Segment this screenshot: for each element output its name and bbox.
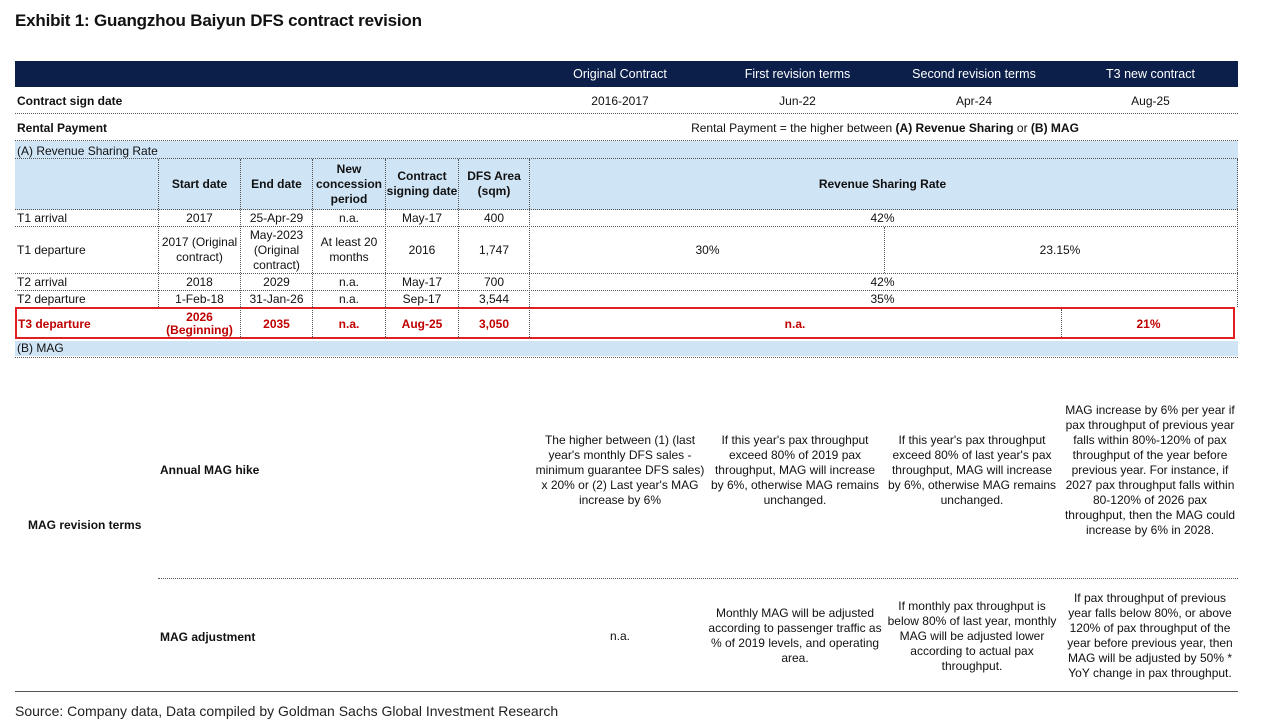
- t3-departure-end: 2035: [263, 316, 290, 331]
- t2-arrival-start: 2018: [186, 274, 213, 289]
- divider: [15, 140, 1238, 141]
- annual-mag-hike-original: The higher between (1) (last year's mont…: [535, 433, 705, 507]
- col-original-contract: Original Contract: [573, 67, 667, 81]
- t2-arrival-period: n.a.: [338, 274, 359, 289]
- row-name-t1-departure: T1 departure: [17, 242, 86, 257]
- row-name-t3-departure: T3 departure: [18, 316, 91, 331]
- mag-adjustment-original: n.a.: [609, 628, 630, 643]
- divider: [312, 159, 313, 339]
- t1-departure-start: 2017 (Original contract): [161, 235, 238, 264]
- row-name-t2-departure: T2 departure: [17, 291, 86, 306]
- t1-departure-signing: 2016: [408, 242, 436, 257]
- contract-sign-date-label: Contract sign date: [17, 94, 123, 108]
- divider: [158, 578, 1238, 579]
- t1-arrival-end: 25-Apr-29: [249, 210, 304, 225]
- mag-revision-terms-label: MAG revision terms: [28, 517, 142, 532]
- divider: [385, 159, 386, 339]
- t2-departure-signing: Sep-17: [402, 291, 442, 306]
- t3-departure-period: n.a.: [338, 316, 360, 331]
- divider: [15, 290, 1238, 291]
- col-second-revision: Second revision terms: [912, 67, 1036, 81]
- annual-mag-hike-second: If this year's pax throughput exceed 80%…: [887, 433, 1057, 507]
- mag-section-label: (B) MAG: [17, 341, 64, 355]
- header-revenue-sharing-rate: Revenue Sharing Rate: [818, 176, 947, 191]
- mag-adjustment-label: MAG adjustment: [160, 629, 256, 644]
- t3-departure-area: 3,050: [478, 316, 510, 331]
- divider: [15, 226, 1238, 227]
- col-t3-new-contract: T3 new contract: [1106, 67, 1195, 81]
- header-end-date: End date: [251, 176, 302, 191]
- divider: [529, 159, 530, 339]
- divider: [458, 159, 459, 339]
- sign-date-original: 2016-2017: [591, 94, 649, 108]
- row-name-t1-arrival: T1 arrival: [17, 210, 68, 225]
- divider: [884, 227, 885, 273]
- t3-highlight-box: [15, 307, 1235, 339]
- t3-departure-start: 2026 (Beginning): [166, 310, 233, 337]
- divider: [15, 209, 1238, 210]
- t2-departure-period: n.a.: [338, 291, 359, 306]
- t2-departure-rate: 35%: [870, 291, 895, 306]
- divider: [1061, 309, 1062, 339]
- t2-arrival-rate: 42%: [870, 274, 895, 289]
- mag-adjustment-second: If monthly pax throughput is below 80% o…: [887, 598, 1057, 673]
- t1-departure-rate-revised: 23.15%: [1039, 242, 1081, 257]
- t1-arrival-start: 2017: [186, 210, 213, 225]
- mag-adjustment-t3: If pax throughput of previous year falls…: [1067, 591, 1233, 680]
- exhibit-title: Exhibit 1: Guangzhou Baiyun DFS contract…: [15, 11, 422, 30]
- t1-arrival-period: n.a.: [338, 210, 359, 225]
- t1-departure-period: At least 20 months: [320, 235, 378, 264]
- sign-date-first: Jun-22: [779, 94, 816, 108]
- t1-arrival-signing: May-17: [401, 210, 442, 225]
- divider: [15, 357, 1238, 358]
- annual-mag-hike-label: Annual MAG hike: [160, 462, 260, 477]
- t3-departure-signing: Aug-25: [401, 316, 443, 331]
- t2-departure-end: 31-Jan-26: [249, 291, 304, 306]
- col-first-revision: First revision terms: [744, 67, 851, 81]
- t2-arrival-end: 2029: [263, 274, 290, 289]
- t2-arrival-signing: May-17: [401, 274, 442, 289]
- t3-departure-rate-prior: n.a.: [784, 316, 806, 331]
- t1-arrival-area: 400: [483, 210, 505, 225]
- t1-arrival-rate: 42%: [870, 210, 895, 225]
- table-header-bar: [15, 61, 1238, 87]
- revenue-sharing-section-bg: [15, 141, 1238, 210]
- t1-departure-end: May-2023 (Original contract): [249, 227, 304, 272]
- t2-departure-start: 1-Feb-18: [175, 291, 224, 306]
- annual-mag-hike-first: If this year's pax throughput exceed 80%…: [710, 433, 880, 507]
- source-note: Source: Company data, Data compiled by G…: [15, 703, 559, 719]
- table-bottom-border: [15, 691, 1238, 692]
- row-name-t2-arrival: T2 arrival: [17, 274, 68, 289]
- divider: [240, 159, 241, 339]
- header-contract-signing: Contract signing date: [386, 169, 458, 198]
- header-start-date: Start date: [171, 176, 228, 191]
- t1-departure-rate-original: 30%: [695, 242, 720, 257]
- t2-arrival-area: 700: [483, 274, 505, 289]
- header-dfs-area: DFS Area (sqm): [467, 169, 521, 198]
- divider: [1237, 159, 1238, 307]
- t1-departure-area: 1,747: [478, 242, 510, 257]
- rental-payment-text: Rental Payment = the higher between (A) …: [691, 121, 1079, 135]
- sign-date-second: Apr-24: [955, 94, 993, 108]
- t2-departure-area: 3,544: [478, 291, 510, 306]
- mag-section-bg: [15, 341, 1238, 356]
- divider: [158, 159, 159, 307]
- header-new-concession: New concession period: [315, 161, 383, 206]
- divider: [15, 113, 1238, 114]
- sign-date-t3: Aug-25: [1131, 94, 1170, 108]
- revenue-sharing-section-label: (A) Revenue Sharing Rate: [17, 144, 158, 158]
- mag-adjustment-first: Monthly MAG will be adjusted according t…: [708, 606, 882, 665]
- t3-departure-rate-new: 21%: [1136, 316, 1161, 331]
- divider: [15, 273, 1238, 274]
- annual-mag-hike-t3: MAG increase by 6% per year if pax throu…: [1064, 403, 1236, 537]
- rental-payment-label: Rental Payment: [17, 121, 108, 135]
- divider: [15, 158, 1238, 159]
